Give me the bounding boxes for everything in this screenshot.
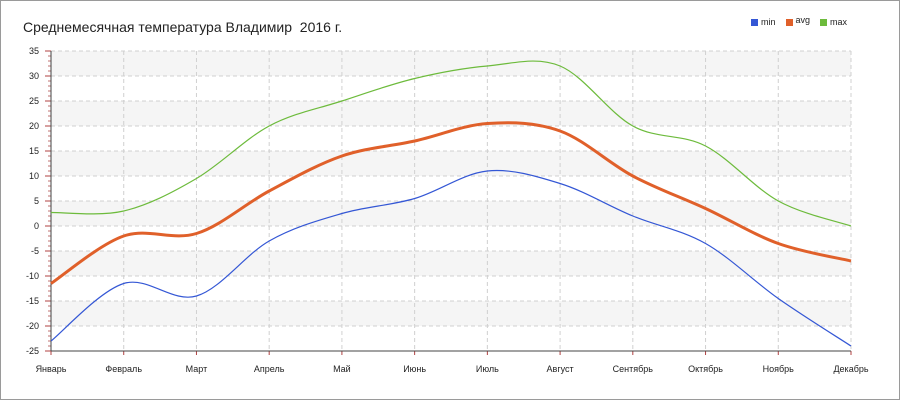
chart-title: Среднемесячная температура Владимир 2016… — [23, 19, 343, 35]
y-tick-label: 0 — [34, 221, 39, 231]
legend-swatch-min — [751, 18, 758, 26]
legend-item-min: min — [751, 17, 776, 27]
legend: min avg max — [751, 15, 847, 27]
legend-item-max: max — [820, 17, 847, 27]
y-tick-label: -25 — [26, 346, 39, 356]
series-line-min — [50, 169, 852, 347]
legend-label-max: max — [830, 17, 848, 27]
background-band — [51, 101, 851, 126]
legend-swatch-avg — [785, 18, 793, 26]
y-tick-label: -10 — [26, 271, 39, 281]
y-tick-label: 15 — [29, 146, 39, 156]
x-tick-label: Февраль — [105, 364, 142, 374]
x-tick-label: Июль — [476, 364, 499, 374]
y-tick-label: -20 — [26, 321, 39, 331]
legend-label-avg: avg — [795, 15, 811, 25]
y-tick-label: -5 — [31, 246, 39, 256]
x-tick-label: Март — [186, 364, 208, 374]
x-tick-label: Декабрь — [833, 364, 868, 374]
x-tick-label: Октябрь — [688, 364, 723, 374]
y-tick-label: 35 — [29, 46, 39, 56]
y-tick-label: 5 — [34, 196, 39, 206]
background-band — [51, 151, 851, 176]
x-tick-label: Апрель — [254, 364, 285, 374]
y-tick-label: 20 — [29, 121, 39, 131]
x-tick-label: Июнь — [403, 364, 426, 374]
y-tick-label: -15 — [26, 296, 39, 306]
y-tick-label: 10 — [29, 171, 39, 181]
x-tick-label: Ноябрь — [763, 364, 795, 374]
legend-item-avg: avg — [785, 15, 811, 27]
legend-label-min: min — [761, 17, 776, 27]
x-tick-label: Август — [547, 364, 574, 374]
y-tick-label: 25 — [29, 96, 39, 106]
y-tick-label: 30 — [29, 71, 39, 81]
x-tick-label: Сентябрь — [613, 364, 654, 374]
background-band — [51, 51, 851, 76]
x-tick-label: Май — [333, 364, 351, 374]
background-band — [51, 301, 851, 326]
series-line-avg — [50, 121, 852, 285]
legend-swatch-max — [820, 18, 828, 26]
x-tick-label: Январь — [36, 364, 67, 374]
series-line-max — [50, 60, 852, 227]
background-band — [51, 251, 851, 276]
